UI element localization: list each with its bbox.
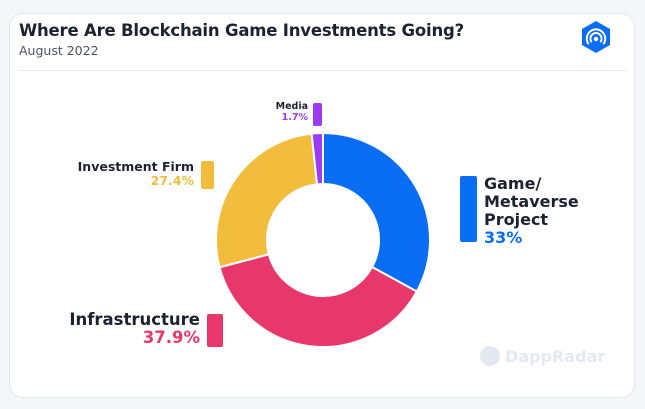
- name-infrastructure: Infrastructure: [69, 310, 200, 329]
- chart-subtitle: August 2022: [19, 43, 99, 58]
- value-infrastructure: 37.9%: [142, 328, 200, 348]
- dappradar-logo-icon: [582, 21, 610, 53]
- legend-swatch-infrastructure: [207, 314, 223, 347]
- legend-swatch-media: [313, 103, 322, 126]
- chart-title: Where Are Blockchain Game Investments Go…: [19, 21, 464, 40]
- legend-swatch-investment-firm: [201, 161, 214, 189]
- legend-swatch-game-metaverse: [460, 176, 477, 242]
- value-game-metaverse: 33%: [484, 227, 523, 247]
- label-infrastructure: Infrastructure 37.9%: [69, 310, 200, 348]
- watermark-logo-icon: [480, 346, 500, 366]
- watermark-text: DappRadar: [505, 347, 606, 366]
- slice-infrastructure: [218, 253, 419, 348]
- value-media: 1.7%: [281, 111, 308, 123]
- slice-game-metaverse: [322, 131, 431, 293]
- header-divider: [19, 70, 626, 71]
- name-media: Media: [275, 101, 308, 112]
- label-media: Media 1.7%: [275, 101, 308, 123]
- slice-media: [310, 131, 324, 186]
- dappradar-watermark: DappRadar: [480, 346, 605, 366]
- label-investment-firm: Investment Firm 27.4%: [78, 160, 194, 188]
- value-investment-firm: 27.4%: [150, 173, 194, 188]
- label-game-metaverse: Game/ Metaverse Project 33%: [484, 174, 579, 247]
- slice-investment-firm: [215, 132, 319, 269]
- name-investment-firm: Investment Firm: [77, 159, 194, 174]
